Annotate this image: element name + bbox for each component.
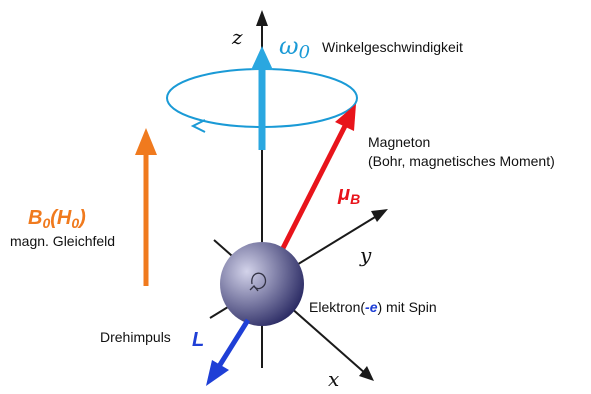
field-arrowhead bbox=[135, 128, 157, 155]
field-symbol: B0(H0) bbox=[28, 207, 86, 231]
angular-momentum-shaft bbox=[215, 318, 251, 370]
omega-label: Winkelgeschwindigkeit bbox=[322, 39, 463, 55]
field-label: magn. Gleichfeld bbox=[10, 233, 115, 249]
h-sub: 0 bbox=[71, 215, 79, 231]
b-sub: 0 bbox=[42, 215, 50, 231]
paren-open: ( bbox=[50, 207, 59, 229]
z-axis-label: z bbox=[231, 25, 243, 49]
precession-arrow-icon bbox=[190, 119, 206, 133]
h-char: H bbox=[57, 207, 72, 229]
mu-char: μ bbox=[337, 183, 350, 205]
omega-arrowhead bbox=[251, 46, 273, 70]
y-axis-arrowhead bbox=[371, 209, 388, 222]
spin-arrow-icon bbox=[251, 272, 267, 290]
angular-momentum-symbol: L bbox=[192, 329, 204, 351]
magneton-arrowhead bbox=[335, 104, 356, 131]
omega-sub: 0 bbox=[299, 42, 310, 63]
omega-symbol: ω0 bbox=[279, 32, 310, 63]
electron-charge: -e bbox=[365, 299, 378, 315]
electron-label-prefix: Elektron( bbox=[309, 299, 365, 315]
magneton-subtitle: (Bohr, magnetisches Moment) bbox=[368, 153, 555, 169]
b-char: B bbox=[28, 207, 42, 229]
y-axis-label: y bbox=[359, 243, 372, 267]
mu-sub: B bbox=[350, 191, 360, 207]
paren-close: ) bbox=[77, 207, 86, 229]
magneton-arrow-shaft bbox=[275, 124, 348, 260]
angular-momentum-arrowhead bbox=[206, 360, 229, 386]
x-axis-arrowhead bbox=[359, 366, 374, 381]
electron-label-suffix: ) mit Spin bbox=[377, 299, 436, 315]
z-axis-arrowhead bbox=[256, 10, 268, 26]
electron-label: Elektron(-e) mit Spin bbox=[309, 299, 437, 315]
omega-char: ω bbox=[279, 32, 299, 60]
x-axis-label: x bbox=[328, 367, 339, 389]
electron-sphere bbox=[220, 242, 304, 326]
spin-arrowhead bbox=[249, 285, 259, 292]
mu-b-symbol: μB bbox=[337, 183, 360, 207]
angular-momentum-label: Drehimpuls bbox=[100, 329, 171, 345]
magneton-title: Magneton bbox=[368, 134, 430, 150]
